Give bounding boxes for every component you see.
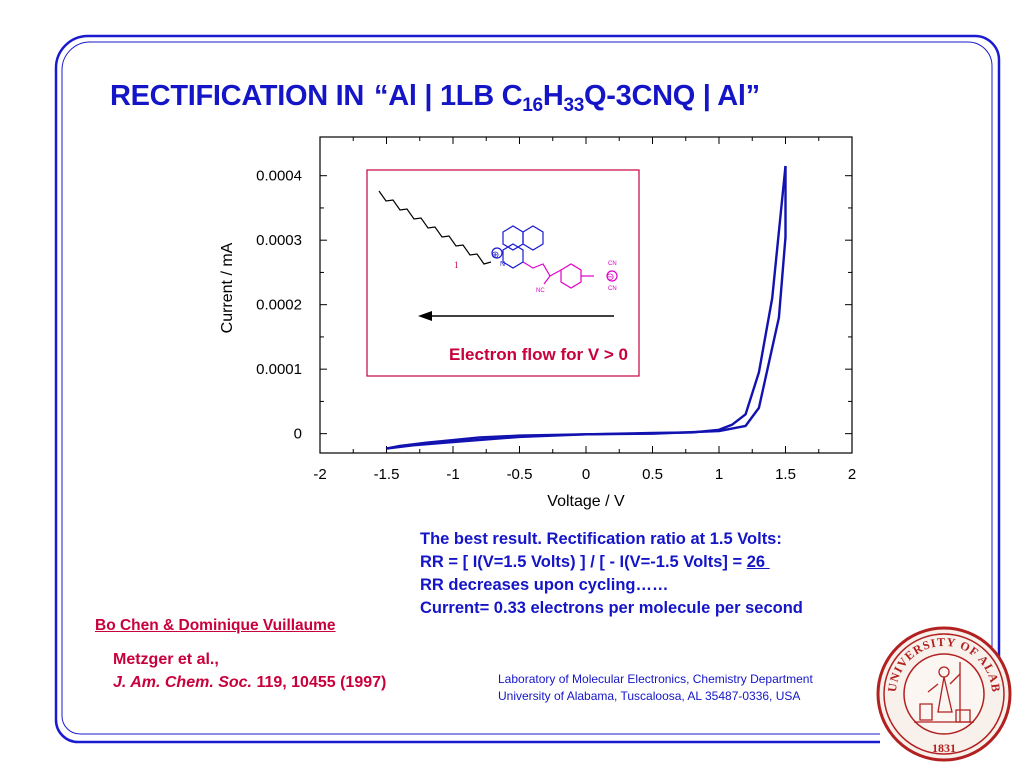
compound-number: 1 (454, 260, 459, 270)
chart-curves (386, 165, 787, 450)
title-part1: RECTIFICATION IN (110, 80, 365, 112)
reference: Metzger et al., J. Am. Chem. Soc. 119, 1… (113, 648, 386, 694)
inset-box: 1 ⊕ N NC CN CN ⊖ Electron flow for V > 0 (366, 169, 640, 377)
x-tick-label: 0 (582, 466, 590, 483)
reference-authors: Metzger et al., (113, 651, 219, 668)
slide-title: RECTIFICATION IN “Al | 1LB C16H33Q-3CNQ |… (110, 80, 930, 117)
atom-n: N (500, 261, 505, 268)
reference-citation: J. Am. Chem. Soc. 119, 10455 (1997) (113, 671, 386, 694)
chart-ticks (319, 137, 853, 453)
x-tick-label: 1.5 (775, 466, 796, 483)
title-part3: H (542, 80, 564, 112)
seal-year: 1831 (932, 741, 956, 755)
result-line-4: Current= 0.33 electrons per molecule per… (420, 599, 803, 617)
group-cn-top: CN (608, 261, 617, 267)
title-part2: “Al | 1LB C (374, 80, 523, 112)
quinolinium-ring (491, 225, 544, 269)
title-sub2: 33 (563, 95, 585, 116)
rr-formula: RR = [ I(V=1.5 Volts) ] / [ - I(V=-1.5 V… (420, 553, 747, 571)
y-axis-label: Current / mA (219, 242, 236, 333)
x-tick-label: 1 (715, 466, 723, 483)
x-tick-label: 2 (848, 466, 856, 483)
y-tick-label: 0.0003 (256, 232, 302, 249)
arrow-head (418, 311, 432, 321)
result-line-2: RR = [ I(V=1.5 Volts) ] / [ - I(V=-1.5 V… (420, 551, 803, 574)
y-tick-label: 0.0002 (256, 297, 302, 314)
lab-line-1: Laboratory of Molecular Electronics, Che… (498, 672, 813, 686)
chart-tick-labels: -2 -1.5 -1 -0.5 0 0.5 1 1.5 2 0 0.0001 0.0002 0.0003… (256, 168, 856, 483)
result-line-1: The best result. Rectification ratio at … (420, 530, 782, 548)
lab-line-2: University of Alabama, Tuscaloosa, AL 35… (498, 689, 801, 703)
y-tick-label: 0 (294, 426, 302, 443)
reference-journal: J. Am. Chem. Soc. (113, 674, 252, 691)
rr-value: 26 (746, 553, 766, 571)
seal-figure (914, 662, 974, 723)
title-sub1: 16 (522, 95, 543, 116)
y-tick-label: 0.0004 (256, 168, 302, 185)
x-tick-label: 0.5 (642, 466, 663, 483)
electron-flow-caption: Electron flow for V > 0 (449, 345, 628, 364)
x-tick-label: -2 (313, 466, 326, 483)
charge-plus: ⊕ (491, 250, 499, 261)
alkyl-chain (378, 190, 492, 265)
x-axis-label: Voltage / V (547, 493, 625, 510)
title-part4: Q-3CNQ | Al” (584, 80, 760, 112)
charge-minus: ⊖ (606, 272, 614, 283)
tcnq-fragment (522, 261, 618, 289)
result-line-3: RR decreases upon cycling…… (420, 576, 669, 594)
iv-curve-return (386, 166, 787, 450)
x-tick-label: -0.5 (507, 466, 533, 483)
x-tick-label: -1.5 (374, 466, 400, 483)
group-cn-bottom: CN (608, 286, 617, 292)
group-nc: NC (536, 288, 545, 294)
authors-link[interactable]: Bo Chen & Dominique Vuillaume (95, 617, 336, 634)
y-tick-label: 0.0001 (256, 361, 302, 378)
reference-volume: 119, 10455 (1997) (252, 674, 387, 691)
university-seal-logo: THE UNIVERSITY OF ALABAMA 1831 (874, 622, 1012, 762)
results-block: The best result. Rectification ratio at … (420, 528, 803, 620)
x-tick-label: -1 (446, 466, 459, 483)
lab-affiliation: Laboratory of Molecular Electronics, Che… (498, 671, 813, 705)
